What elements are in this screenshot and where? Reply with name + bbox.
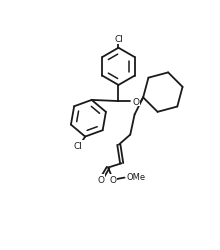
Text: O: O <box>132 97 139 106</box>
Text: O: O <box>97 176 104 184</box>
Text: Cl: Cl <box>114 35 123 44</box>
Text: OMe: OMe <box>127 173 146 182</box>
Text: O: O <box>110 176 117 184</box>
Text: Cl: Cl <box>74 141 83 150</box>
